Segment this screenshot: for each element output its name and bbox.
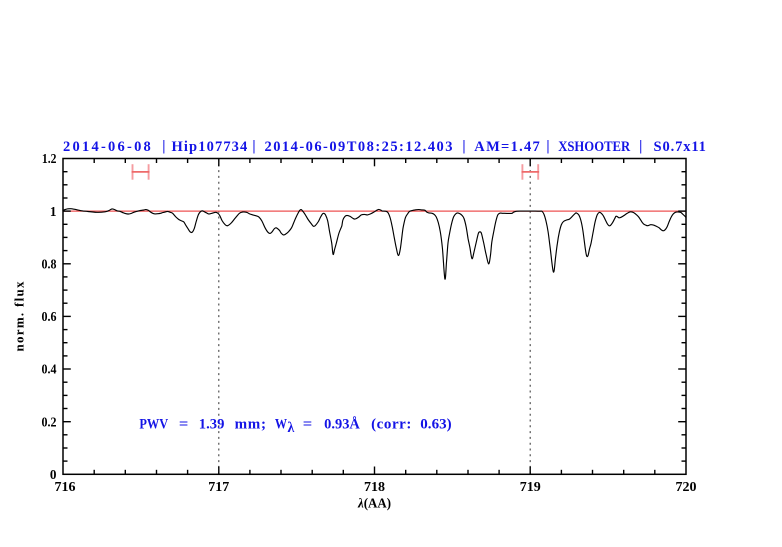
svg-text:AM=1.47: AM=1.47: [474, 139, 540, 155]
svg-text:|: |: [162, 139, 165, 155]
svg-text:0.2: 0.2: [42, 414, 57, 429]
svg-text:PWV: PWV: [139, 417, 168, 433]
svg-text:720: 720: [676, 480, 697, 495]
svg-text:W: W: [275, 417, 287, 433]
svg-text:1.39: 1.39: [199, 417, 225, 433]
svg-text:0: 0: [50, 467, 57, 482]
svg-text:0.4: 0.4: [42, 362, 57, 377]
svg-text:S0.7x11: S0.7x11: [654, 139, 706, 155]
svg-text:1: 1: [50, 204, 57, 219]
svg-text:0.8: 0.8: [42, 257, 57, 272]
svg-text:mm;: mm;: [235, 417, 266, 433]
svg-text:|: |: [546, 139, 549, 155]
svg-text:718: 718: [364, 480, 385, 495]
svg-text:λ: λ: [288, 420, 295, 436]
svg-text:(corr:: (corr:: [371, 417, 411, 433]
svg-text:717: 717: [208, 480, 229, 495]
svg-text:=: =: [179, 417, 189, 433]
svg-text:|: |: [252, 139, 255, 155]
svg-text:|: |: [639, 139, 642, 155]
svg-text:Hip107734: Hip107734: [172, 139, 248, 155]
svg-text:λ(AA): λ(AA): [357, 497, 391, 512]
svg-text:|: |: [462, 139, 465, 155]
svg-text:0.6: 0.6: [42, 309, 57, 324]
svg-text:2014-06-09T08:25:12.403: 2014-06-09T08:25:12.403: [265, 139, 453, 155]
svg-text:XSHOOTER: XSHOOTER: [558, 139, 630, 155]
svg-text:1.2: 1.2: [42, 151, 57, 166]
svg-text:719: 719: [520, 480, 541, 495]
svg-text:716: 716: [55, 480, 76, 495]
svg-text:norm. flux: norm. flux: [12, 281, 27, 352]
svg-text:0.63): 0.63): [420, 417, 451, 433]
svg-text:=: =: [303, 417, 313, 433]
svg-text:0.93Å: 0.93Å: [324, 417, 360, 433]
